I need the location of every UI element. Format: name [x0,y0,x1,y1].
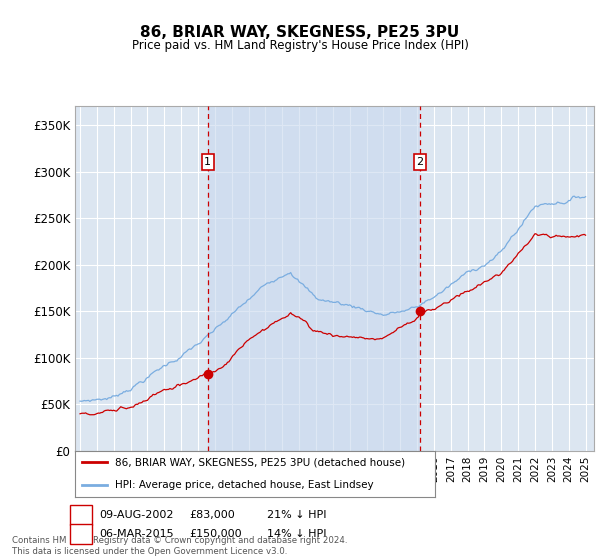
Text: 21% ↓ HPI: 21% ↓ HPI [267,510,326,520]
Text: Price paid vs. HM Land Registry's House Price Index (HPI): Price paid vs. HM Land Registry's House … [131,39,469,52]
Text: HPI: Average price, detached house, East Lindsey: HPI: Average price, detached house, East… [115,480,373,490]
Text: 1: 1 [77,510,85,520]
Text: £150,000: £150,000 [189,529,242,539]
Text: 14% ↓ HPI: 14% ↓ HPI [267,529,326,539]
Text: 06-MAR-2015: 06-MAR-2015 [99,529,173,539]
Text: 09-AUG-2002: 09-AUG-2002 [99,510,173,520]
Text: 2: 2 [77,529,85,539]
Text: 1: 1 [204,157,211,167]
Text: 2: 2 [416,157,424,167]
Text: £83,000: £83,000 [189,510,235,520]
Bar [208,106,420,451]
Text: 86, BRIAR WAY, SKEGNESS, PE25 3PU (detached house): 86, BRIAR WAY, SKEGNESS, PE25 3PU (detac… [115,458,405,467]
Text: Contains HM Land Registry data © Crown copyright and database right 2024.
This d: Contains HM Land Registry data © Crown c… [12,536,347,556]
Text: 86, BRIAR WAY, SKEGNESS, PE25 3PU: 86, BRIAR WAY, SKEGNESS, PE25 3PU [140,25,460,40]
